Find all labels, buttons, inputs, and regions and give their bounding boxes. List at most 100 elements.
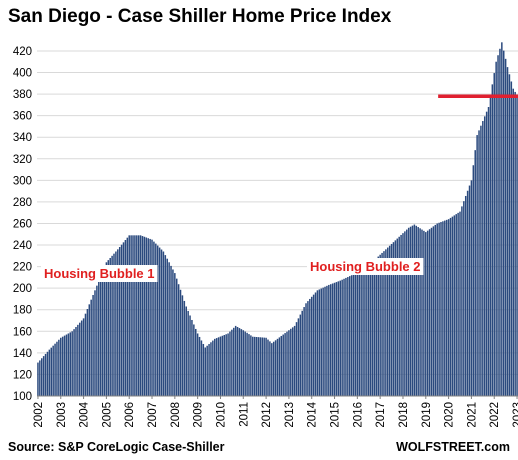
bar — [413, 224, 416, 396]
bar — [143, 236, 146, 396]
bar — [253, 336, 256, 396]
bar — [421, 229, 423, 396]
bar — [132, 235, 134, 396]
bar — [276, 338, 279, 396]
bar — [60, 337, 62, 396]
bar — [508, 74, 511, 397]
bar — [99, 276, 102, 396]
bar — [255, 337, 258, 396]
y-tick-label: 340 — [13, 132, 32, 144]
bar — [130, 235, 132, 396]
bar — [187, 310, 189, 396]
bar — [193, 324, 195, 396]
bar — [347, 277, 349, 396]
bar — [52, 345, 54, 396]
bar — [453, 215, 456, 396]
bar — [314, 292, 317, 396]
bar — [440, 222, 442, 396]
bar — [345, 277, 347, 396]
bar — [147, 238, 149, 396]
bar — [438, 222, 440, 396]
bar — [69, 332, 72, 396]
bar — [80, 320, 83, 396]
bar — [111, 255, 113, 396]
bar — [436, 223, 438, 396]
bar — [459, 211, 461, 396]
bar — [356, 271, 359, 396]
bar — [92, 295, 94, 396]
bar — [82, 318, 85, 396]
bar — [257, 337, 260, 396]
bar — [153, 241, 155, 396]
bar — [109, 257, 111, 396]
bar — [105, 262, 108, 396]
bar — [339, 280, 341, 396]
bar — [128, 235, 130, 396]
bar — [322, 287, 324, 396]
bar — [71, 331, 73, 396]
bar — [419, 228, 421, 396]
bar — [189, 315, 191, 396]
bar — [352, 274, 355, 396]
bar — [156, 245, 159, 396]
bar — [320, 288, 322, 396]
bar — [425, 232, 427, 396]
y-tick-label: 140 — [13, 348, 32, 360]
bar — [162, 251, 165, 396]
bar — [39, 360, 41, 396]
bar — [360, 269, 362, 396]
bar — [299, 314, 302, 396]
bar — [166, 258, 168, 396]
bar — [476, 135, 478, 397]
x-tick-label: 2020 — [444, 402, 456, 428]
bar — [432, 226, 435, 396]
bar — [337, 281, 340, 396]
x-tick-label: 2012 — [261, 402, 273, 428]
bar — [271, 343, 273, 396]
bar — [483, 116, 486, 397]
bar — [223, 335, 226, 396]
bar — [261, 337, 264, 396]
bar — [468, 185, 471, 396]
bar — [286, 331, 288, 396]
bar — [301, 310, 303, 396]
bar — [86, 309, 89, 396]
bar — [383, 251, 385, 396]
y-tick-label: 280 — [13, 197, 32, 209]
bar — [117, 249, 119, 396]
bar — [516, 95, 518, 397]
bar — [333, 282, 336, 396]
bar — [41, 358, 43, 396]
annotation-housing-bubble-1: Housing Bubble 1 — [44, 266, 155, 281]
bar — [73, 329, 75, 396]
bar — [120, 244, 123, 396]
bar — [480, 125, 482, 396]
bar — [88, 304, 91, 396]
bar — [172, 269, 174, 396]
bar — [362, 268, 364, 396]
bar — [309, 298, 311, 396]
x-tick-label: 2017 — [375, 402, 387, 428]
bar — [343, 278, 345, 396]
bar — [94, 290, 96, 396]
bar — [54, 343, 56, 396]
bar — [491, 84, 494, 397]
bar — [206, 345, 208, 396]
bar — [463, 201, 465, 396]
bar — [65, 334, 68, 396]
annotation-housing-bubble-2: Housing Bubble 2 — [310, 259, 421, 274]
annotation-1-background — [41, 265, 158, 282]
bar — [388, 245, 391, 396]
bar — [231, 329, 233, 396]
bar — [291, 327, 294, 396]
bar — [284, 333, 286, 396]
bar — [385, 249, 387, 396]
x-axis-ticks: 2002 2003 2004 2005 2006 2007 2008 2009 2010 2011… — [33, 396, 518, 428]
bar — [396, 238, 399, 396]
bar — [200, 340, 203, 396]
bar — [407, 227, 410, 396]
x-tick-label: 2014 — [307, 401, 319, 427]
bar — [204, 347, 206, 396]
bar — [434, 224, 437, 396]
bar — [312, 294, 315, 396]
